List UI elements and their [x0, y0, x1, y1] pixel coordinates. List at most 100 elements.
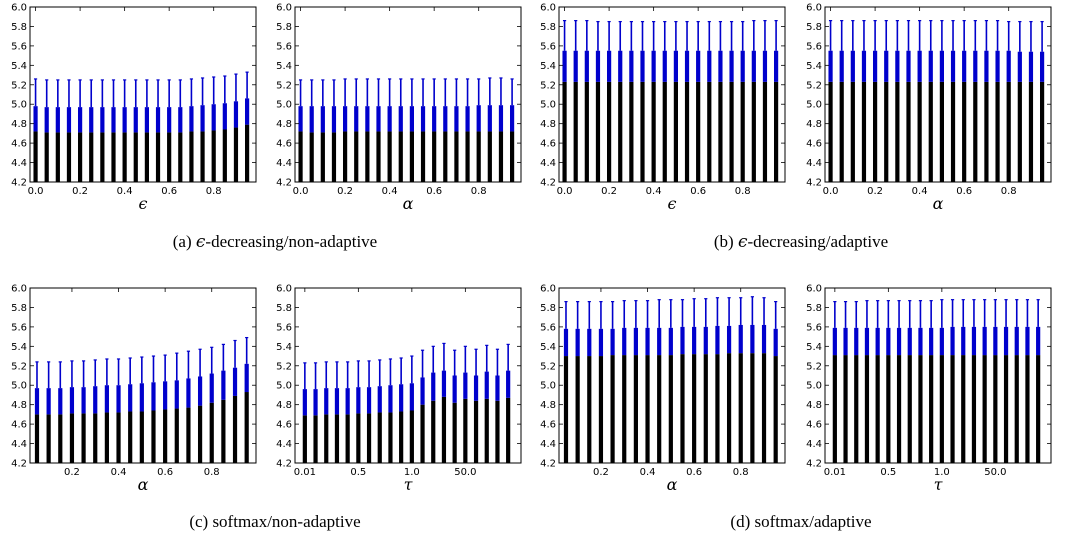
- bar-black: [618, 81, 623, 182]
- bar-black: [907, 355, 912, 463]
- y-tick-label: 5.0: [11, 381, 27, 392]
- y-tick-label: 6.0: [540, 3, 556, 14]
- y-tick-label: 5.6: [540, 322, 556, 333]
- bar-blue: [509, 105, 515, 132]
- bar-blue: [696, 50, 701, 82]
- bar-blue: [174, 380, 179, 409]
- bar-black: [244, 392, 249, 463]
- bar-blue: [982, 326, 987, 356]
- bar-black: [984, 81, 989, 182]
- bar-black: [575, 356, 580, 463]
- bar-black: [598, 356, 604, 463]
- bar-blue: [211, 104, 216, 131]
- bar-blue: [387, 106, 392, 132]
- bar-blue: [100, 107, 105, 133]
- x-tick-label: 0.6: [956, 186, 972, 197]
- x-tick-label: 0.5: [350, 467, 366, 478]
- caption-c-prefix: (c): [189, 512, 213, 531]
- chart-d-left: 4.2 4.4 4.6 4.8 5.0 5.2 5.4 5.6 5.8 6.0 0.2 0.4 0.6 0…: [540, 284, 786, 494]
- axes-frame: [29, 6, 257, 183]
- bar-blue: [973, 50, 978, 82]
- x-tick-label: 50.0: [454, 467, 476, 478]
- caption-b-prefix: (b): [713, 232, 738, 251]
- caption-d: (d) softmax/adaptive: [541, 512, 1061, 532]
- bar-black: [144, 132, 149, 182]
- bar-black: [982, 355, 987, 463]
- bar-black: [93, 413, 98, 463]
- y-tick-label: 5.6: [540, 41, 556, 52]
- bar-blue: [495, 375, 500, 401]
- y-tick-label: 5.8: [540, 303, 556, 314]
- y-tick-label: 4.8: [276, 400, 292, 411]
- bar-blue: [907, 327, 912, 356]
- y-tick-label: 4.2: [276, 459, 292, 470]
- y-tick-label: 5.4: [11, 61, 27, 72]
- y-tick-label: 4.4: [540, 158, 556, 169]
- bar-blue: [587, 328, 592, 357]
- y-tick-label: 4.2: [11, 178, 27, 189]
- y-tick-label: 6.0: [806, 3, 822, 14]
- bar-blue: [409, 383, 414, 411]
- bar-black: [116, 412, 121, 463]
- bar-black: [1028, 81, 1034, 182]
- bar-black: [454, 131, 459, 182]
- bar-black: [896, 355, 902, 463]
- x-tick-label: 0.4: [646, 186, 662, 197]
- bar-blue: [232, 367, 238, 396]
- y-tick-label: 5.2: [11, 361, 27, 372]
- bar-black: [174, 408, 179, 463]
- chart-a-left: 4.2 4.4 4.6 4.8 5.0 5.2 5.4 5.6 5.8 6.0 0.0 0.2 0.4 0…: [11, 3, 257, 213]
- bar-black: [409, 410, 414, 463]
- bar-blue: [354, 106, 359, 132]
- bar-blue: [186, 378, 191, 408]
- bar-black: [197, 405, 203, 463]
- bar-blue: [398, 106, 403, 132]
- bar-black: [100, 132, 105, 182]
- bar-black: [151, 410, 156, 463]
- x-tick-label: 0.4: [111, 467, 127, 478]
- caption-a-text: -decreasing/non-adaptive: [205, 232, 378, 251]
- bar-blue: [651, 50, 656, 82]
- bar-blue: [452, 375, 457, 403]
- bar-blue: [356, 387, 361, 414]
- bar-black: [715, 354, 720, 463]
- y-tick-label: 6.0: [11, 3, 27, 14]
- bar-blue: [487, 105, 492, 132]
- y-tick-label: 4.2: [806, 178, 822, 189]
- x-axis-label: τ: [404, 475, 414, 494]
- x-axis-label: α: [933, 194, 944, 213]
- bar-blue: [886, 327, 891, 356]
- y-tick-label: 4.4: [11, 158, 27, 169]
- y-tick-label: 4.8: [540, 400, 556, 411]
- y-tick-label: 4.4: [276, 439, 292, 450]
- bar-black: [973, 81, 978, 182]
- bar-blue: [151, 382, 156, 411]
- bar-blue: [377, 386, 382, 413]
- bar-blue: [302, 389, 307, 416]
- bar-black: [178, 132, 183, 182]
- y-tick-label: 5.0: [806, 381, 822, 392]
- x-tick-label: 0.6: [157, 467, 173, 478]
- y-tick-label: 5.4: [276, 61, 292, 72]
- bar-black: [850, 81, 855, 182]
- x-axis-label: α: [138, 475, 149, 494]
- bar-blue: [832, 327, 837, 356]
- bar-blue: [606, 50, 612, 82]
- bar-black: [232, 395, 238, 463]
- bar-black: [584, 81, 589, 182]
- bar-blue: [33, 106, 38, 132]
- bar-blue: [222, 103, 227, 130]
- bar-blue: [839, 50, 844, 82]
- bar-blue: [773, 50, 779, 82]
- bar-black: [441, 396, 447, 463]
- bar-black: [420, 131, 426, 182]
- bar-black: [707, 81, 712, 182]
- bar-blue: [575, 328, 580, 357]
- x-tick-label: 0.4: [640, 467, 656, 478]
- y-tick-label: 4.2: [11, 459, 27, 470]
- bar-blue: [144, 107, 149, 133]
- bar-blue: [645, 327, 650, 356]
- bar-blue: [233, 101, 239, 128]
- bar-blue: [81, 387, 86, 414]
- x-tick-label: 0.4: [382, 186, 398, 197]
